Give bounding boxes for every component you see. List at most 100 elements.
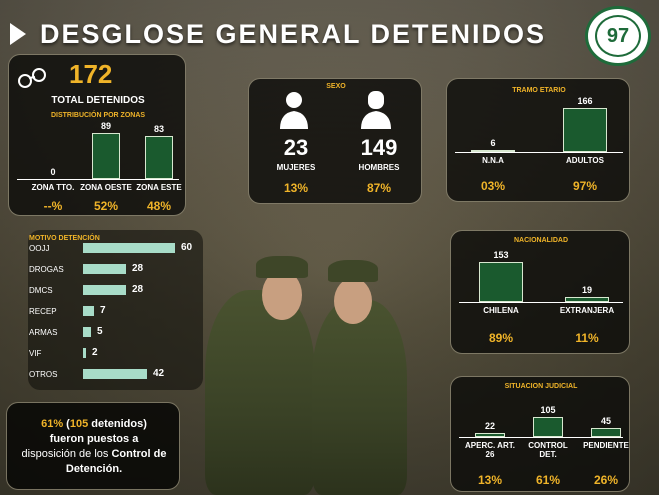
motivo-label-2: DROGAS — [29, 265, 64, 274]
bar-label-1: ZONA TTO. — [31, 183, 75, 192]
bar-pct-2: 61% — [535, 473, 561, 487]
bar-pct-2: 52% — [93, 199, 119, 213]
bar-3 — [591, 428, 621, 437]
motivo-label-5: ARMAS — [29, 328, 58, 337]
bar-pct-1: 03% — [480, 179, 506, 193]
motivo-label-6: VIF — [29, 349, 42, 358]
mujeres-label: MUJERES — [276, 163, 316, 172]
tramo-baseline — [455, 152, 623, 153]
man-icon — [361, 91, 391, 129]
motivo-title: MOTIVO DETENCIÓN — [29, 235, 100, 242]
note-count: 105 — [69, 418, 89, 430]
total-label: TOTAL DETENIDOS — [51, 95, 145, 106]
carabineros-logo-icon: 97 — [585, 6, 651, 66]
bar-label-2: ADULTOS — [566, 156, 604, 165]
bar-value-3: 45 — [600, 416, 611, 426]
motivo-panel: MOTIVO DETENCIÓN OOJJ 60 DROGAS 28 DMCS 28 REC… — [28, 230, 203, 390]
motivo-bar-5 — [83, 327, 91, 337]
header: DESGLOSE GENERAL DETENIDOS — [0, 14, 580, 54]
bar-label-1: CHILENA — [483, 306, 519, 315]
tramo-title: TRAMO ETARIO — [512, 87, 566, 94]
nacionalidad-title: NACIONALIDAD — [513, 237, 569, 244]
officer-cap-right — [328, 260, 378, 282]
sexo-title: SEXO — [326, 83, 346, 90]
logo-emblem: 97 — [595, 15, 641, 57]
bar-3 — [145, 136, 173, 179]
bar-2 — [565, 297, 609, 302]
note-bold: Control de Detención — [65, 448, 167, 475]
handcuffs-icon — [18, 68, 46, 88]
hombres-label: HOMBRES — [358, 163, 400, 172]
nacionalidad-baseline — [459, 302, 623, 303]
bar-pct-3: 26% — [593, 473, 619, 487]
bar-pct-1: 89% — [488, 331, 514, 345]
motivo-value-4: 7 — [100, 305, 106, 316]
bar-label-3: PENDIENTE — [583, 441, 629, 450]
hombres-value: 149 — [360, 135, 398, 160]
bar-pct-2: 97% — [572, 179, 598, 193]
motivo-bar-6 — [83, 348, 86, 358]
mujeres-value: 23 — [283, 135, 309, 160]
motivo-bar-4 — [83, 306, 94, 316]
bar-1 — [475, 433, 505, 437]
total-value: 172 — [69, 59, 113, 89]
note-open: ( — [63, 418, 70, 430]
woman-icon — [280, 92, 308, 129]
total-panel: 172 TOTAL DETENIDOS DISTRIBUCIÓN POR ZON… — [8, 54, 186, 216]
note-text: 61% (105 detenidos) fueron puestos a dis… — [7, 417, 181, 477]
motivo-value-1: 60 — [181, 242, 193, 253]
bar-pct-2: 11% — [575, 331, 599, 345]
mujeres-pct: 13% — [283, 181, 309, 195]
bar-2 — [533, 417, 563, 437]
bar-value-1: 22 — [484, 421, 495, 431]
bar-pct-1: 13% — [477, 473, 503, 487]
judicial-baseline — [459, 437, 623, 438]
officer-figure-right — [312, 300, 407, 495]
note-detenidos: detenidos) — [88, 418, 147, 430]
officer-head-right — [334, 278, 372, 324]
motivo-label-7: OTROS — [29, 370, 58, 379]
note-line2: fueron puestos a — [49, 433, 139, 445]
bar-value-3: 83 — [153, 124, 164, 134]
bar-label-2: EXTRANJERA — [559, 306, 615, 315]
note-line3: disposición de los — [21, 448, 112, 460]
motivo-label-3: DMCS — [29, 286, 53, 295]
bar-label-2: CONTROL DET. — [528, 441, 568, 459]
officer-cap-left — [256, 256, 308, 278]
motivo-bar-7 — [83, 369, 147, 379]
bar-value-1: 0 — [50, 167, 56, 177]
bar-label-1: N.N.A — [482, 156, 504, 165]
bar-1 — [471, 150, 515, 152]
bar-value-2: 166 — [577, 96, 593, 106]
bar-label-1: APERC. ART. 26 — [465, 441, 515, 459]
bar-label-3: ZONA ESTE — [136, 183, 182, 192]
sexo-panel: SEXO 23 MUJERES 13% 149 HOMBRES 87% — [248, 78, 422, 204]
officer-head-left — [262, 270, 302, 320]
nacionalidad-panel: NACIONALIDAD 153 CHILENA 89% 19 EXTRANJERA 11… — [450, 230, 630, 354]
zones-title: DISTRIBUCIÓN POR ZONAS — [50, 112, 146, 119]
motivo-label-4: RECEP — [29, 307, 57, 316]
bar-value-2: 89 — [100, 121, 111, 131]
bar-value-1: 6 — [490, 138, 496, 148]
motivo-bar-3 — [83, 285, 126, 295]
note-pct: 61% — [41, 418, 64, 430]
bar-pct-1: --% — [43, 199, 63, 213]
play-arrow-icon — [10, 23, 26, 45]
note-panel: 61% (105 detenidos) fueron puestos a dis… — [6, 402, 180, 490]
tramo-panel: TRAMO ETARIO 6 N.N.A 03% 166 ADULTOS 97% — [446, 78, 630, 202]
motivo-label-1: OOJJ — [29, 244, 50, 253]
bar-2 — [92, 133, 120, 179]
bar-value-1: 153 — [493, 250, 509, 260]
page-title: DESGLOSE GENERAL DETENIDOS — [40, 18, 547, 49]
bar-pct-3: 48% — [146, 199, 172, 213]
note-end: . — [119, 463, 123, 475]
zones-baseline — [17, 179, 179, 180]
motivo-value-7: 42 — [153, 368, 165, 379]
motivo-bar-1 — [83, 243, 175, 253]
bar-2 — [563, 108, 607, 152]
hombres-pct: 87% — [366, 181, 392, 195]
motivo-value-6: 2 — [92, 347, 98, 358]
judicial-panel: SITUACION JUDICIAL 22 APERC. ART. 26 13% 10… — [450, 376, 630, 492]
officer-figure-left — [205, 290, 315, 495]
motivo-value-3: 28 — [132, 284, 144, 295]
